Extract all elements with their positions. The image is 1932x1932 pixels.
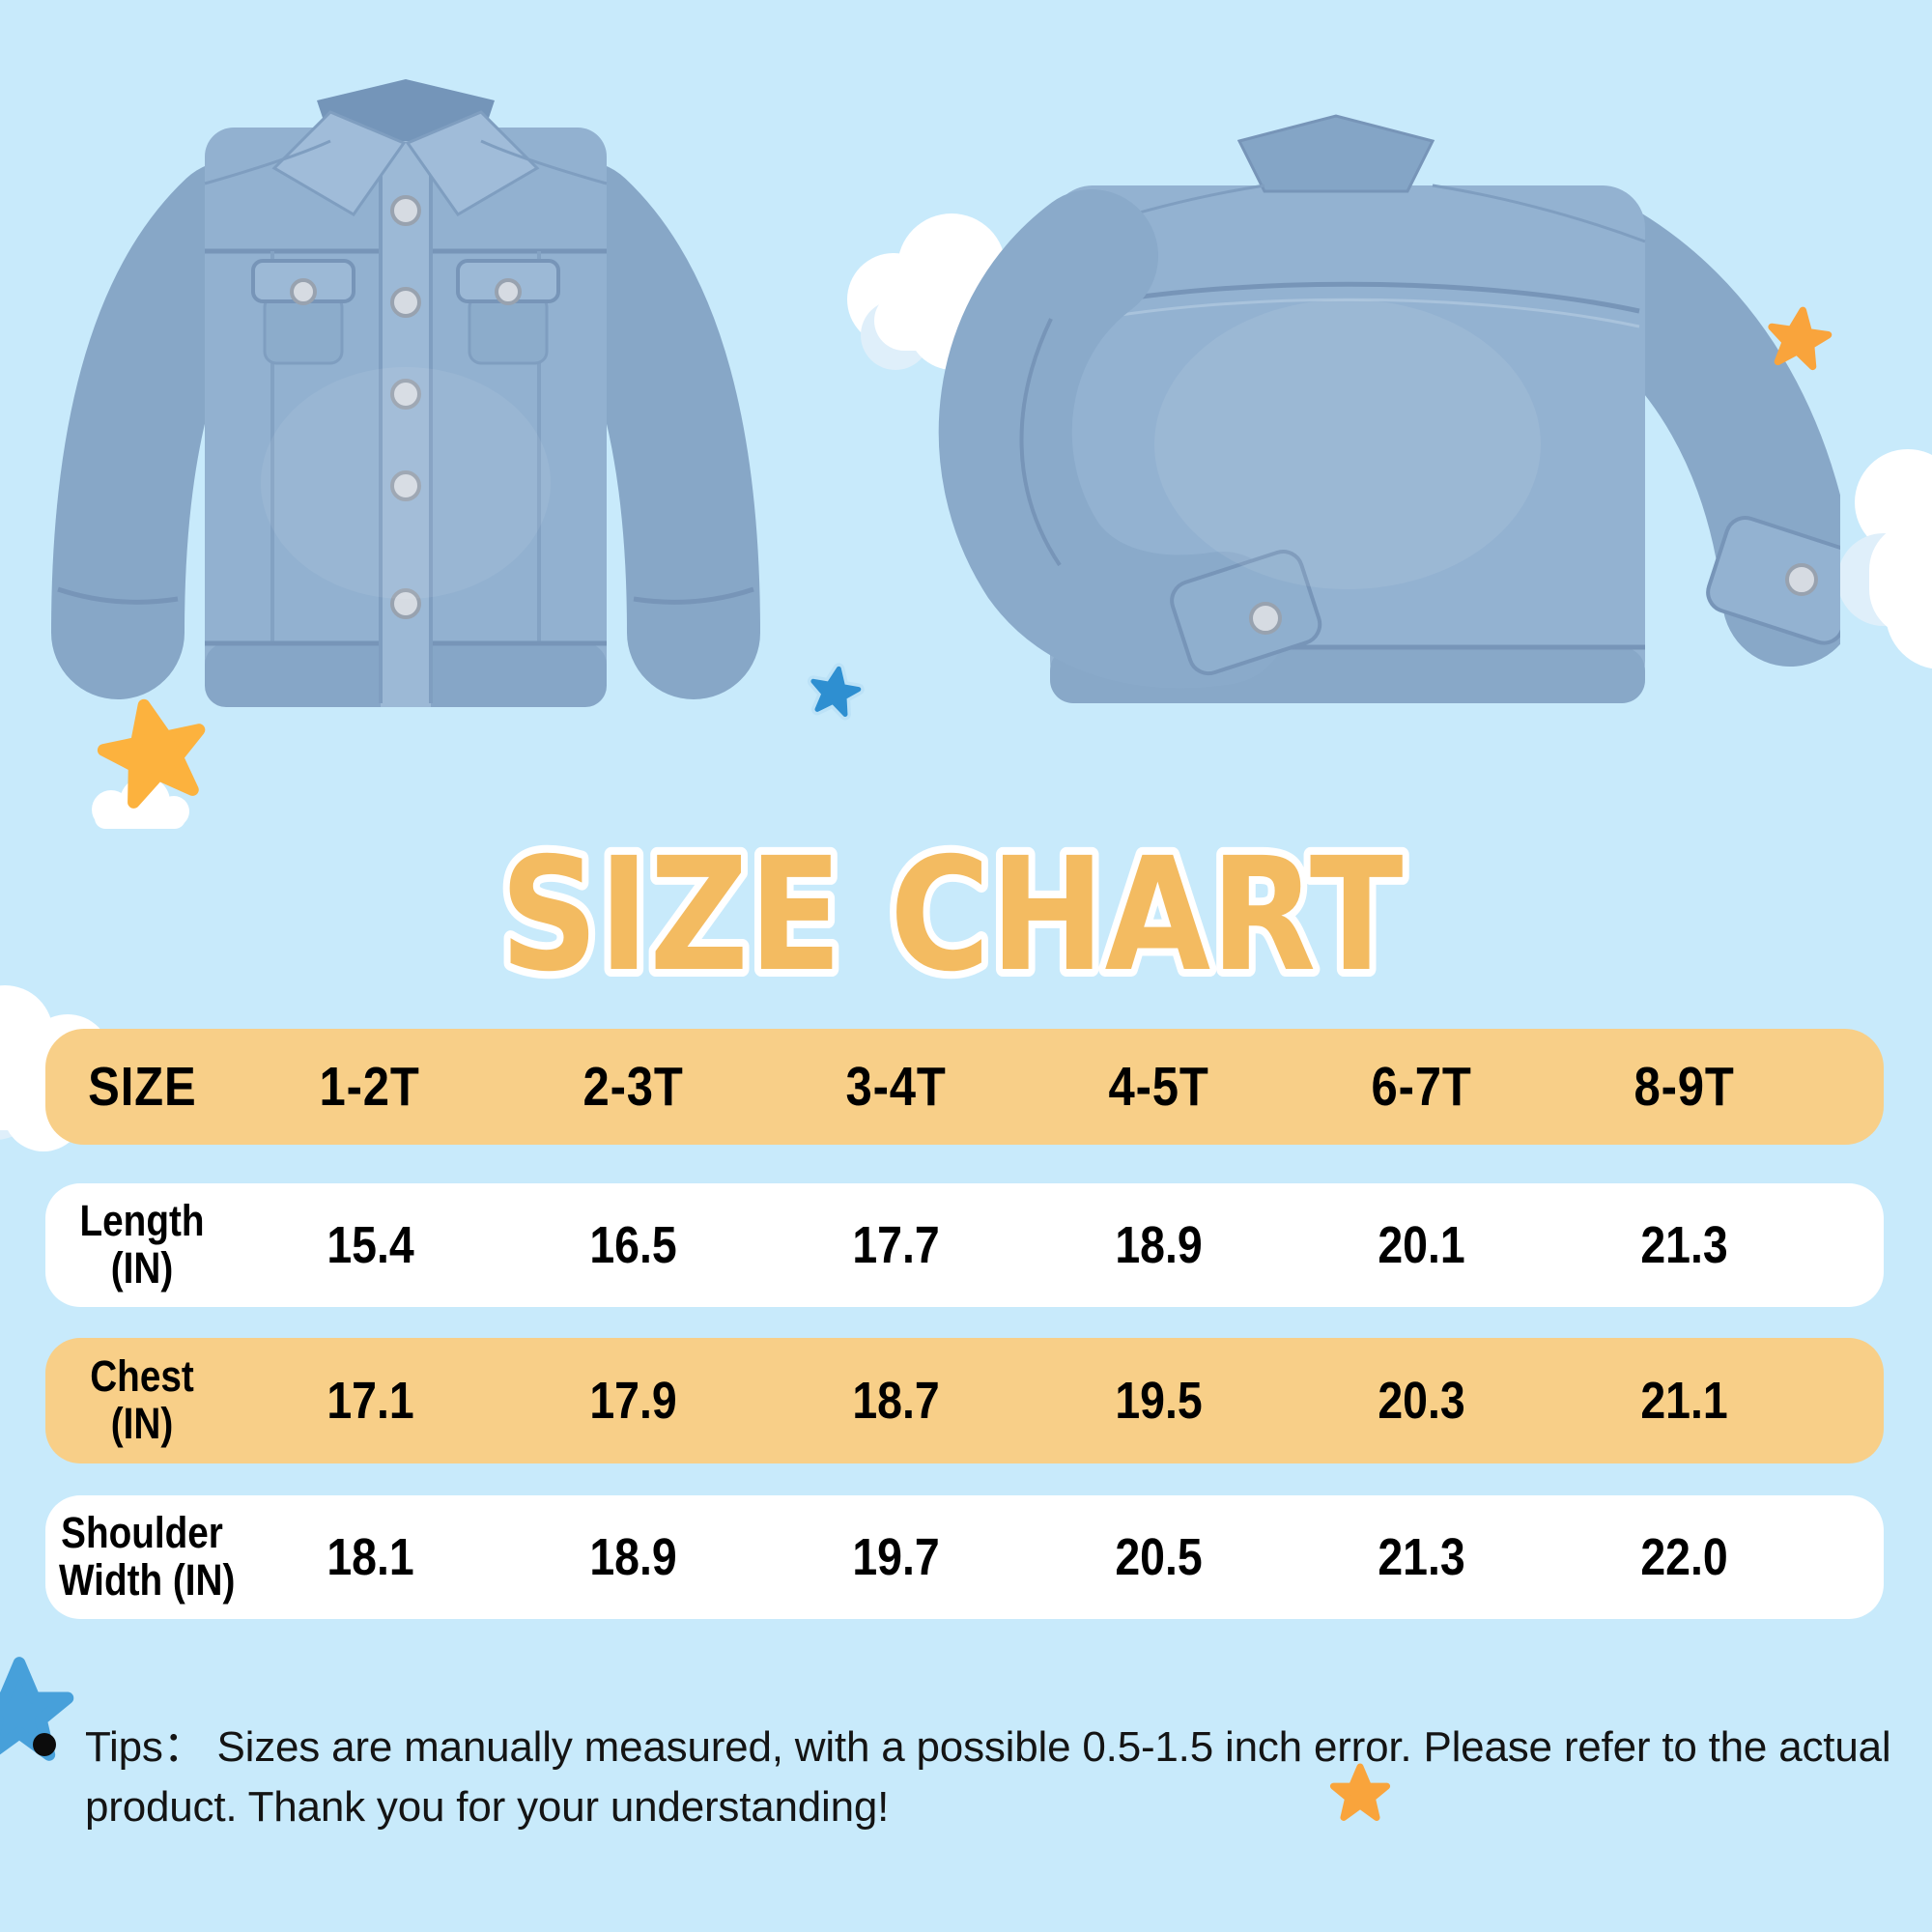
length-value-8-9t: 21.3 [1640, 1216, 1729, 1274]
size-table-header-row: SIZE 1-2T 2-3T 3-4T 4-5T 6-7T 8-9T [45, 1029, 1884, 1145]
column-header-8-9t: 8-9T [1634, 1056, 1736, 1118]
back-left-sleeve [938, 189, 1289, 689]
chest-value-6-7t: 20.3 [1378, 1372, 1465, 1430]
tips-line-1: Tips： Sizes are manually measured, with … [85, 1723, 1891, 1771]
chest-value-3-4t: 18.7 [852, 1372, 940, 1430]
length-value-6-7t: 20.1 [1378, 1216, 1465, 1274]
chest-value-4-5t: 19.5 [1115, 1372, 1203, 1430]
denim-jacket-back-image [938, 114, 1840, 703]
pocket-button-left [290, 278, 317, 305]
shoulder-value-1-2t: 18.1 [326, 1528, 414, 1586]
shoulder-value-4-5t: 20.5 [1115, 1528, 1203, 1586]
tips-line-2: product. Thank you for your understandin… [85, 1783, 890, 1831]
column-header-size: SIZE [87, 1056, 197, 1118]
column-header-3-4t: 3-4T [845, 1056, 947, 1118]
bullet-icon [33, 1733, 56, 1756]
front-left-sleeve [51, 160, 298, 699]
star-orange-right-icon [1768, 306, 1833, 371]
cuff-button-right [1785, 563, 1818, 596]
star-blue-bottom-left-icon [0, 1657, 74, 1761]
chest-value-1-2t: 17.1 [326, 1372, 414, 1430]
shoulder-value-8-9t: 22.0 [1640, 1528, 1729, 1586]
row-label-chest: Chest (IN) [90, 1351, 194, 1448]
star-blue-small-icon [807, 663, 865, 721]
column-header-1-2t: 1-2T [319, 1056, 421, 1118]
pocket-button-right [495, 278, 522, 305]
front-buttons [390, 195, 421, 619]
chest-value-2-3t: 17.9 [589, 1372, 677, 1430]
row-label-shoulder-width: Shoulder Width (IN) [59, 1508, 236, 1605]
cloud-right-edge-icon [1837, 449, 1932, 669]
page-title-art: SIZE CHART [493, 817, 1411, 1014]
cuff-button-left [1249, 602, 1282, 635]
shoulder-value-3-4t: 19.7 [852, 1528, 940, 1586]
shoulder-value-6-7t: 21.3 [1378, 1528, 1465, 1586]
star-yellow-left-icon [97, 698, 206, 809]
table-row-shoulder-width: Shoulder Width (IN) 18.1 18.9 19.7 20.5 … [45, 1495, 1884, 1619]
shoulder-value-2-3t: 18.9 [589, 1528, 677, 1586]
table-row-length: Length (IN) 15.4 16.5 17.7 18.9 20.1 21.… [45, 1183, 1884, 1307]
length-value-3-4t: 17.7 [852, 1216, 940, 1274]
front-right-sleeve [513, 160, 760, 699]
tips-note: Tips： Sizes are manually measured, with … [85, 1718, 1911, 1837]
length-value-2-3t: 16.5 [589, 1216, 677, 1274]
length-value-4-5t: 18.9 [1115, 1216, 1203, 1274]
column-header-6-7t: 6-7T [1371, 1056, 1472, 1118]
table-row-chest: Chest (IN) 17.1 17.9 18.7 19.5 20.3 21.1 [45, 1338, 1884, 1463]
star-orange-bottom-icon [1329, 1763, 1391, 1821]
chest-value-8-9t: 21.1 [1640, 1372, 1729, 1430]
column-header-4-5t: 4-5T [1108, 1056, 1209, 1118]
length-value-1-2t: 15.4 [326, 1216, 414, 1274]
denim-jacket-front-image [51, 79, 760, 707]
page-title: SIZE CHART [500, 825, 1404, 1007]
row-label-length: Length (IN) [79, 1196, 205, 1293]
column-header-2-3t: 2-3T [582, 1056, 684, 1118]
